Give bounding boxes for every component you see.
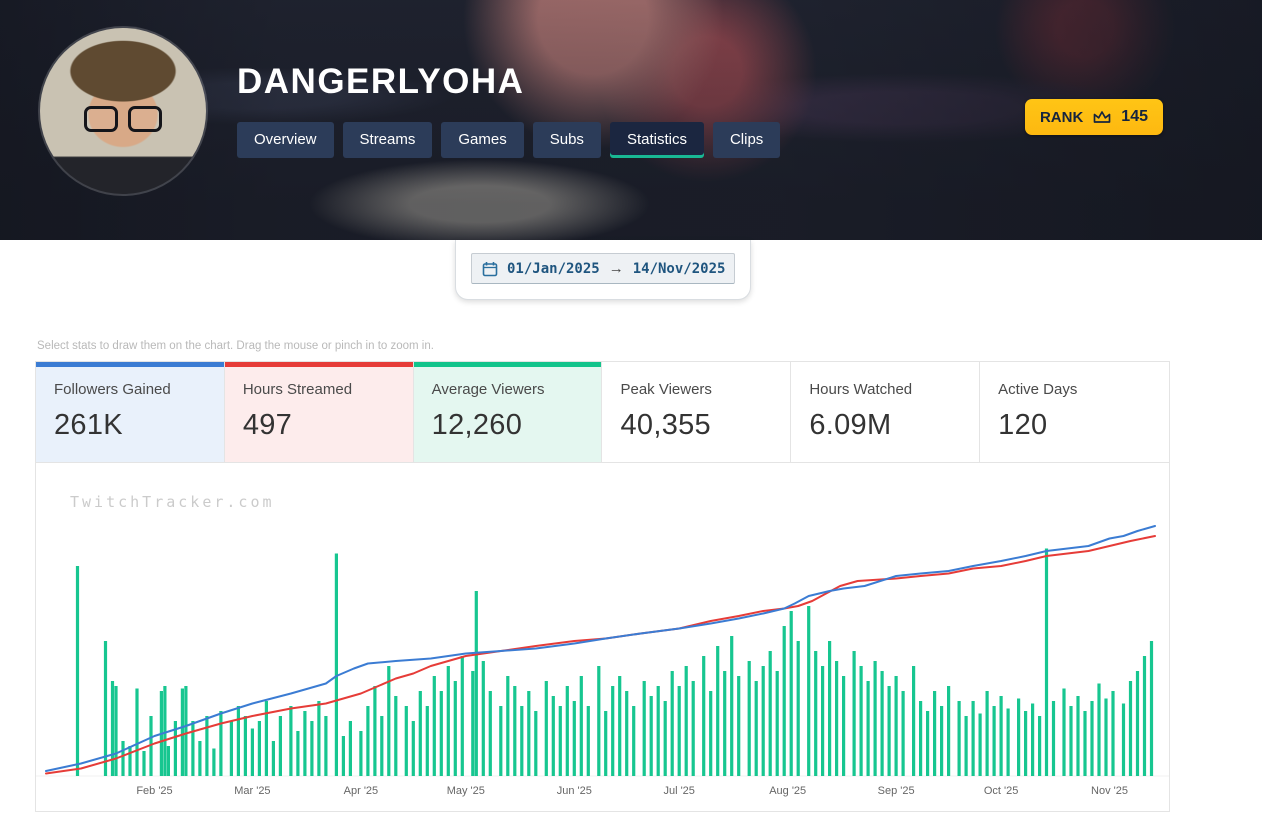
- stat-accent: [791, 362, 979, 367]
- svg-text:Mar '25: Mar '25: [234, 785, 270, 797]
- stat-label: Followers Gained: [54, 381, 171, 398]
- stat-accent: [413, 362, 602, 367]
- svg-text:Jun '25: Jun '25: [557, 785, 592, 797]
- tab-clips[interactable]: Clips: [712, 122, 781, 158]
- avatar[interactable]: [40, 28, 206, 194]
- svg-text:Feb '25: Feb '25: [136, 785, 172, 797]
- stat-card-average-viewers[interactable]: Average Viewers 12,260: [413, 362, 603, 462]
- stat-accent: [36, 362, 224, 367]
- tab-overview[interactable]: Overview: [237, 122, 334, 158]
- svg-text:Aug '25: Aug '25: [769, 785, 806, 797]
- date-end[interactable]: 14/Nov/2025: [632, 260, 726, 277]
- crown-icon: [1092, 109, 1112, 125]
- rank-badge[interactable]: RANK 145: [1024, 99, 1163, 135]
- stat-label: Hours Watched: [809, 381, 913, 398]
- stat-label: Average Viewers: [431, 381, 545, 398]
- tab-games[interactable]: Games: [441, 122, 524, 158]
- svg-text:Nov '25: Nov '25: [1091, 785, 1128, 797]
- daterange-zone: 01/Jan/2025 → 14/Nov/2025: [0, 240, 1262, 310]
- tab-streams[interactable]: Streams: [342, 122, 433, 158]
- header-main: DANGERLYOHA Overview Streams Games Subs …: [237, 62, 781, 158]
- date-range-container: 01/Jan/2025 → 14/Nov/2025: [455, 240, 751, 300]
- chart-svg: Feb '25 Mar '25 Apr '25 May '25 Jun '25 Jul '…: [36, 525, 1169, 797]
- date-start[interactable]: 01/Jan/2025: [507, 260, 600, 277]
- stat-value: 6.09M: [809, 409, 892, 441]
- stat-accent: [602, 362, 790, 367]
- svg-text:Oct '25: Oct '25: [984, 785, 1019, 797]
- page-title: DANGERLYOHA: [237, 62, 525, 101]
- stat-card-followers-gained[interactable]: Followers Gained 261K: [36, 362, 225, 462]
- rank-label: RANK: [1039, 108, 1084, 126]
- stat-card-active-days[interactable]: Active Days 120: [980, 362, 1169, 462]
- calendar-icon: [482, 261, 498, 277]
- stat-label: Active Days: [998, 381, 1078, 398]
- stat-label: Hours Streamed: [242, 381, 353, 398]
- date-range-picker[interactable]: 01/Jan/2025 → 14/Nov/2025: [471, 253, 735, 284]
- stat-value: 261K: [54, 409, 123, 441]
- avatar-glasses: [40, 106, 206, 132]
- svg-text:Jul '25: Jul '25: [663, 785, 694, 797]
- stat-accent: [224, 362, 413, 367]
- stat-value: 120: [998, 409, 1048, 441]
- watermark: TwitchTracker.com: [70, 493, 275, 511]
- stats-cards: Followers Gained 261K Hours Streamed 497…: [35, 361, 1170, 463]
- stat-value: 12,260: [431, 409, 523, 441]
- svg-text:May '25: May '25: [447, 785, 485, 797]
- stat-card-hours-streamed[interactable]: Hours Streamed 497: [224, 362, 414, 462]
- arrow-right-icon: →: [608, 260, 624, 277]
- chart-hint: Select stats to draw them on the chart. …: [37, 340, 434, 352]
- svg-text:Apr '25: Apr '25: [344, 785, 379, 797]
- stat-value: 40,355: [620, 409, 711, 441]
- stats-chart[interactable]: Feb '25 Mar '25 Apr '25 May '25 Jun '25 Jul '…: [36, 463, 1169, 811]
- profile-tabs: Overview Streams Games Subs Statistics C…: [237, 122, 781, 158]
- rank-value: 145: [1121, 108, 1148, 125]
- stat-card-peak-viewers[interactable]: Peak Viewers 40,355: [602, 362, 792, 462]
- profile-header: DANGERLYOHA Overview Streams Games Subs …: [0, 0, 1262, 240]
- stat-accent: [980, 362, 1169, 367]
- tab-statistics[interactable]: Statistics: [609, 122, 704, 158]
- tab-subs[interactable]: Subs: [532, 122, 601, 158]
- chart-panel: Feb '25 Mar '25 Apr '25 May '25 Jun '25 Jul '…: [35, 462, 1170, 812]
- stat-card-hours-watched[interactable]: Hours Watched 6.09M: [791, 362, 981, 462]
- svg-text:Sep '25: Sep '25: [878, 785, 915, 797]
- stat-label: Peak Viewers: [620, 381, 712, 398]
- stat-value: 497: [242, 409, 293, 441]
